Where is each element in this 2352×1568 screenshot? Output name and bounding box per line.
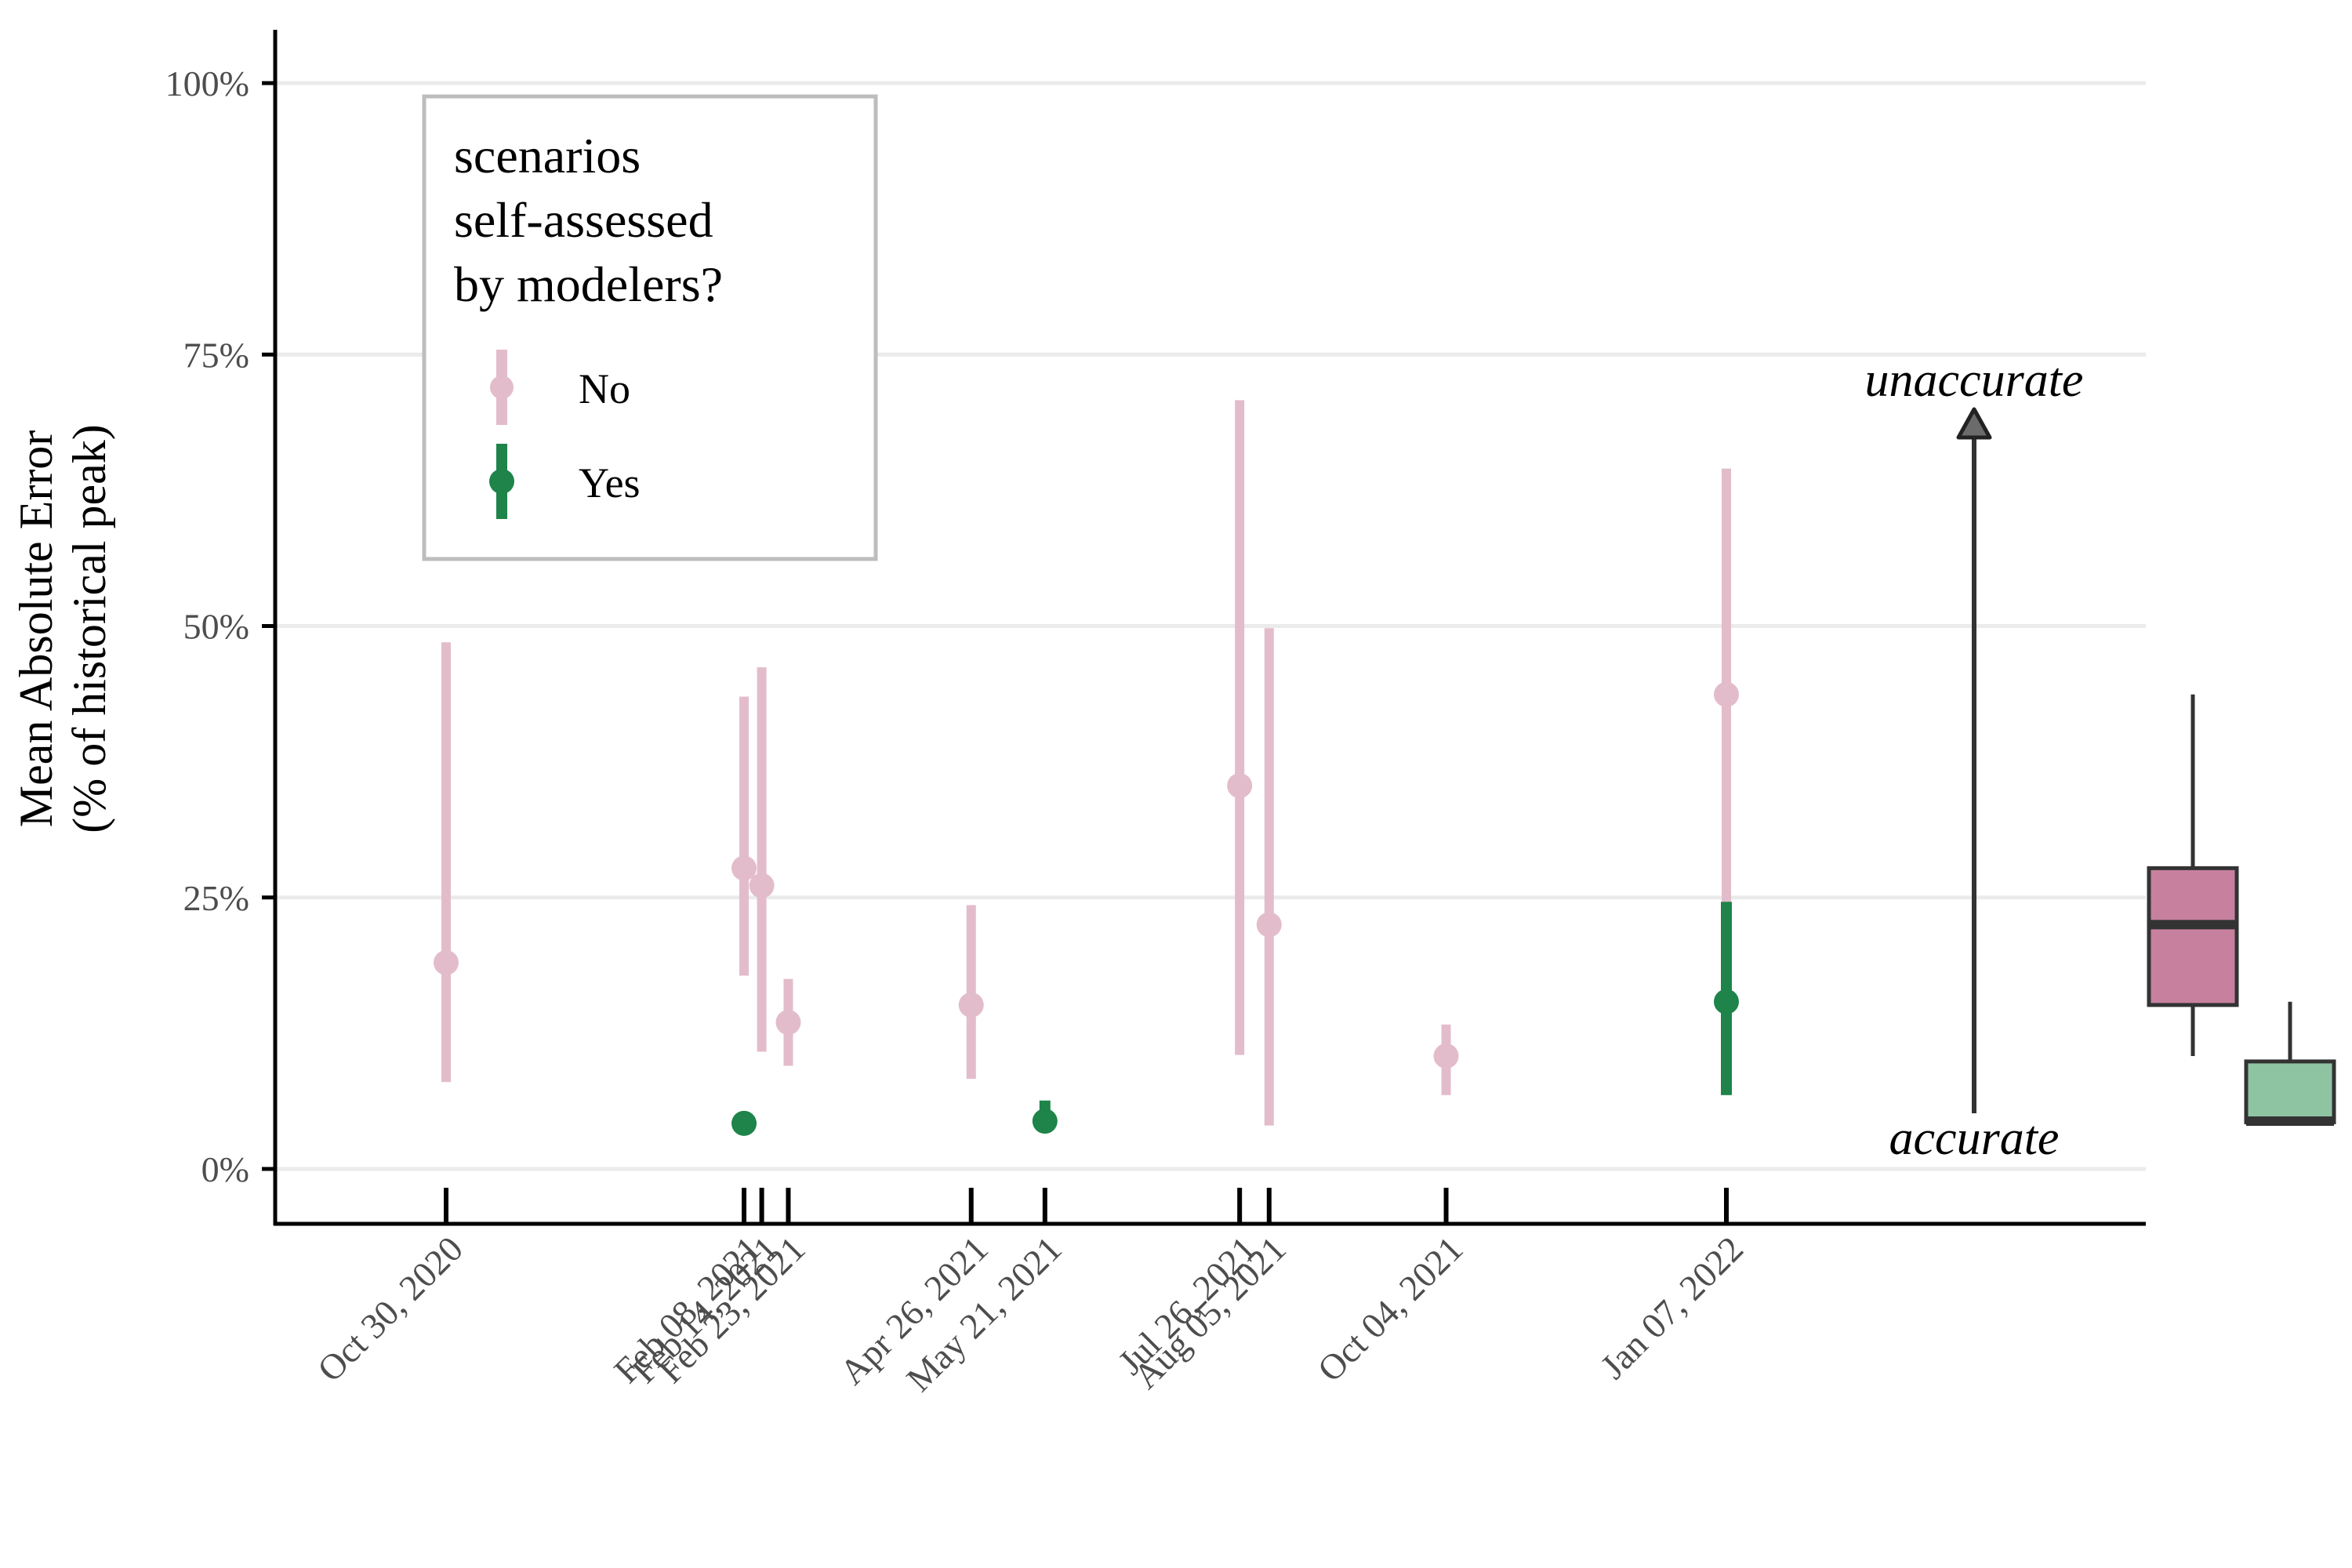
series-yes [731, 902, 1739, 1136]
y-tick-label: 0% [201, 1149, 249, 1189]
point-no [1256, 912, 1282, 938]
point-no [958, 992, 984, 1018]
legend: scenarios self-assessed by modelers? No … [422, 94, 878, 561]
annotation-unaccurate: unaccurate [1865, 354, 2084, 407]
legend-key-yes-point [489, 469, 514, 494]
boxplot-box [2147, 866, 2239, 1007]
y-tick-label: 75% [183, 335, 249, 375]
legend-title-line-2: self-assessed [454, 192, 713, 248]
legend-entry-no: No [490, 350, 630, 425]
legend-label-no: No [579, 365, 630, 412]
axes [273, 30, 2146, 1226]
legend-entry-yes: Yes [489, 444, 641, 519]
x-axis-ticks [444, 1188, 1729, 1225]
error-bar-no [739, 696, 750, 976]
x-tick-label: Jan 07, 2022 [1593, 1229, 1751, 1386]
x-tick-label: Oct 04, 2021 [1310, 1229, 1471, 1389]
point-no [749, 873, 775, 898]
boxplot-yes [2244, 1001, 2336, 1127]
point-no [731, 855, 757, 881]
point-yes [1714, 989, 1739, 1014]
point-yes [731, 1110, 757, 1136]
boxplots [2147, 694, 2336, 1127]
point-no [1227, 773, 1253, 799]
y-tick-label: 50% [183, 607, 249, 647]
point-no [1714, 681, 1739, 707]
point-yes [1032, 1109, 1058, 1134]
error-bar-no [757, 667, 767, 1052]
accuracy-arrow: unaccurate accurate [1865, 354, 2084, 1165]
legend-title-line-1: scenarios [454, 128, 641, 183]
y-axis-title-line: (% of historical peak) [64, 424, 115, 833]
y-axis-title-line: Mean Absolute Error [10, 430, 62, 828]
boxplot-no [2147, 694, 2239, 1056]
series-no [434, 400, 1739, 1126]
point-no [775, 1010, 801, 1036]
y-axis-tick-labels: 0% 25% 50% 75% 100% [165, 64, 249, 1189]
boxplot-box [2244, 1059, 2336, 1124]
point-no [1433, 1043, 1459, 1069]
x-tick-label: Oct 30, 2020 [310, 1229, 470, 1389]
error-bar-no [966, 905, 976, 1080]
legend-title-line-3: by modelers? [454, 256, 723, 312]
y-tick-label: 100% [165, 64, 249, 103]
y-axis-ticks [262, 81, 275, 1171]
point-no [434, 949, 459, 975]
error-bar-no [1235, 400, 1245, 1055]
arrow-head [1956, 407, 1992, 440]
error-bar-no [1264, 628, 1274, 1126]
annotation-accurate: accurate [1889, 1112, 2060, 1165]
error-bar-no [441, 642, 451, 1083]
legend-key-no-point [490, 376, 514, 399]
legend-label-yes: Yes [579, 459, 641, 506]
y-tick-label: 25% [183, 878, 249, 918]
y-axis-title: Mean Absolute Error (% of historical peak… [10, 424, 115, 833]
